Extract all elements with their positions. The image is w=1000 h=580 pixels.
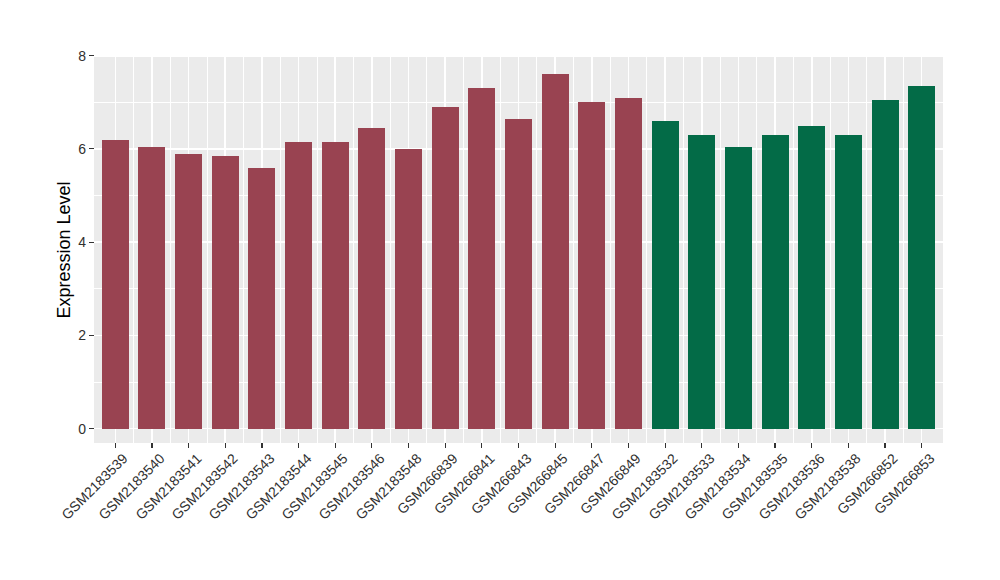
x-axis-tick-mark: [481, 443, 482, 448]
minor-vertical-gridline: [463, 57, 464, 443]
y-axis-tick-mark: [89, 428, 94, 429]
minor-vertical-gridline: [610, 57, 611, 443]
x-axis-tick-mark: [811, 443, 812, 448]
minor-vertical-gridline: [793, 57, 794, 443]
x-axis-tick-mark: [665, 443, 666, 448]
minor-vertical-gridline: [756, 57, 757, 443]
bar: [102, 140, 129, 429]
minor-horizontal-gridline: [94, 102, 943, 103]
bar: [505, 119, 532, 429]
y-axis-tick-mark: [89, 55, 94, 56]
x-axis-tick-mark: [115, 443, 116, 448]
minor-vertical-gridline: [170, 57, 171, 443]
minor-vertical-gridline: [133, 57, 134, 443]
bar: [358, 128, 385, 429]
x-axis-tick-mark: [335, 443, 336, 448]
bar: [688, 135, 715, 429]
x-axis-tick-mark: [371, 443, 372, 448]
minor-vertical-gridline: [426, 57, 427, 443]
bar: [285, 142, 312, 429]
minor-vertical-gridline: [536, 57, 537, 443]
bar: [762, 135, 789, 429]
bar: [322, 142, 349, 429]
minor-vertical-gridline: [720, 57, 721, 443]
bar: [652, 121, 679, 429]
y-tick-label: 8: [36, 48, 86, 64]
x-axis-tick-mark: [701, 443, 702, 448]
x-axis-tick-mark: [518, 443, 519, 448]
minor-vertical-gridline: [830, 57, 831, 443]
minor-vertical-gridline: [353, 57, 354, 443]
minor-vertical-gridline: [207, 57, 208, 443]
bar: [725, 147, 752, 429]
x-axis-tick-mark: [445, 443, 446, 448]
bar: [798, 126, 825, 429]
x-axis-tick-mark: [408, 443, 409, 448]
bar: [212, 156, 239, 429]
bar-chart-figure: Expression Level 02468GSM2183539GSM21835…: [0, 0, 1000, 580]
x-axis-tick-mark: [738, 443, 739, 448]
minor-vertical-gridline: [500, 57, 501, 443]
bar: [542, 74, 569, 428]
minor-vertical-gridline: [390, 57, 391, 443]
x-axis-tick-mark: [225, 443, 226, 448]
x-axis-tick-mark: [591, 443, 592, 448]
minor-vertical-gridline: [317, 57, 318, 443]
bar: [138, 147, 165, 429]
x-axis-tick-mark: [298, 443, 299, 448]
x-axis-tick-mark: [151, 443, 152, 448]
x-axis-tick-mark: [848, 443, 849, 448]
bar: [578, 102, 605, 428]
y-axis-tick-mark: [89, 148, 94, 149]
x-axis-tick-mark: [774, 443, 775, 448]
minor-vertical-gridline: [683, 57, 684, 443]
x-axis-tick-mark: [555, 443, 556, 448]
bar: [175, 154, 202, 429]
y-tick-label: 6: [36, 141, 86, 157]
minor-vertical-gridline: [903, 57, 904, 443]
minor-vertical-gridline: [866, 57, 867, 443]
bar: [615, 98, 642, 429]
y-axis-tick-mark: [89, 335, 94, 336]
x-axis-tick-mark: [261, 443, 262, 448]
plot-panel: [94, 57, 943, 443]
y-tick-label: 0: [36, 421, 86, 437]
bar: [872, 100, 899, 429]
bar: [835, 135, 862, 429]
x-axis-tick-mark: [628, 443, 629, 448]
x-axis-tick-mark: [921, 443, 922, 448]
minor-vertical-gridline: [573, 57, 574, 443]
bar: [908, 86, 935, 429]
minor-vertical-gridline: [280, 57, 281, 443]
bar: [395, 149, 422, 429]
bar: [248, 168, 275, 429]
minor-vertical-gridline: [646, 57, 647, 443]
minor-vertical-gridline: [243, 57, 244, 443]
x-axis-tick-mark: [884, 443, 885, 448]
y-tick-label: 4: [36, 234, 86, 250]
y-axis-tick-mark: [89, 242, 94, 243]
x-axis-tick-mark: [188, 443, 189, 448]
y-tick-label: 2: [36, 327, 86, 343]
bar: [468, 88, 495, 428]
bar: [432, 107, 459, 429]
